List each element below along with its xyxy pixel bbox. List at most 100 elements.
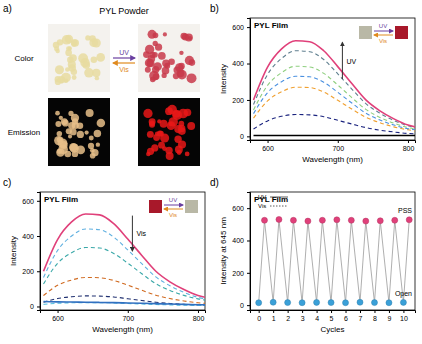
x-tick-label: 3: [301, 315, 305, 322]
arrow-forward: [113, 57, 135, 58]
photo: [48, 98, 110, 166]
plot-frame: [250, 18, 415, 140]
inset-label: UV: [379, 23, 387, 29]
grain: [163, 32, 167, 36]
grain: [145, 67, 151, 73]
cycle-point: [305, 218, 311, 224]
x-tick-label: 1: [272, 315, 276, 322]
grain: [147, 131, 154, 138]
cycle-point: [290, 217, 296, 223]
grain: [162, 73, 167, 78]
inset-swatch: [185, 200, 198, 213]
cycle-point: [256, 300, 262, 306]
y-tick-mark: [37, 201, 40, 202]
inset-swatch: [395, 26, 408, 39]
spectrum-line: [44, 214, 205, 297]
cycle-point: [319, 217, 325, 223]
key-line: [270, 197, 288, 198]
y-tick-label: 600: [232, 205, 244, 212]
trend-arrow: [342, 42, 343, 79]
inset-swatch: [149, 200, 162, 213]
x-tick: 8: [373, 310, 377, 322]
x-tick-mark: [58, 310, 59, 313]
plot-title: PYL Film: [254, 21, 288, 30]
grain: [155, 132, 159, 136]
cycle-point: [371, 300, 377, 306]
x-tick-label: 2: [286, 315, 290, 322]
x-tick-label: 800: [403, 145, 415, 152]
y-tick: 400: [232, 237, 250, 244]
cycle-point: [328, 300, 334, 306]
photo: [138, 24, 200, 92]
y-axis: 0200400600: [232, 193, 250, 311]
x-tick-label: 0: [257, 315, 261, 322]
x-tick-mark: [302, 310, 303, 313]
grain: [88, 143, 94, 149]
trend-arrow: [132, 216, 133, 251]
arrow-label: Vis: [119, 66, 129, 73]
cycle-point: [386, 300, 392, 306]
key-label: Vis: [258, 203, 266, 209]
inset-label: Vis: [379, 38, 387, 44]
grain: [149, 122, 155, 128]
series-label: PSS: [398, 207, 412, 214]
y-tick: 600: [232, 24, 250, 31]
y-tick-label: 600: [22, 198, 34, 205]
y-tick: 400: [22, 233, 40, 240]
grain: [91, 57, 98, 64]
grain: [160, 120, 168, 128]
x-tick-label: 7: [359, 315, 363, 322]
spectrum-line: [44, 296, 205, 305]
x-axis-title: Wavelength (nm): [302, 155, 363, 164]
grain: [147, 148, 154, 155]
x-tick-mark: [288, 310, 289, 313]
x-tick: 800: [193, 310, 205, 322]
grain: [179, 51, 183, 55]
trend-label: Vis: [136, 230, 146, 237]
y-tick: 600: [22, 198, 40, 205]
x-axis: 600 700 800: [41, 310, 206, 322]
grain: [155, 44, 162, 51]
grain: [150, 77, 156, 83]
x-tick-label: 600: [52, 315, 64, 322]
series-label: Open: [395, 290, 412, 298]
y-axis-title: Intensity at 645 nm: [219, 217, 228, 285]
cycle-point: [363, 218, 369, 224]
y-tick-label: 200: [22, 268, 34, 275]
plot-frame: [250, 192, 415, 310]
cycle-point: [270, 299, 276, 305]
panel-label: d): [210, 177, 219, 188]
grain: [71, 69, 77, 75]
y-tick-mark: [247, 27, 250, 28]
grain: [167, 105, 177, 115]
cycle-point: [348, 217, 354, 223]
y-tick-label: 0: [240, 133, 244, 140]
x-tick-label: 5: [330, 315, 334, 322]
y-tick: 0: [240, 302, 250, 309]
grain: [165, 147, 172, 154]
x-axis: 012345678910: [251, 310, 416, 322]
x-tick: 7: [359, 310, 363, 322]
spectrum-line: [44, 277, 205, 303]
powder: [53, 35, 105, 85]
y-tick-label: 0: [30, 303, 34, 310]
inset-swatch: [359, 26, 372, 39]
x-tick-label: 700: [122, 315, 134, 322]
grain: [72, 39, 79, 46]
grain: [55, 65, 64, 74]
cycle-point: [377, 218, 383, 224]
grain: [66, 128, 72, 134]
grain: [72, 75, 77, 80]
inset-label: UV: [169, 197, 177, 203]
grain: [97, 119, 106, 128]
x-tick-mark: [198, 310, 199, 313]
x-tick: 1: [272, 310, 276, 322]
grain: [84, 130, 88, 134]
x-tick-mark: [408, 140, 409, 143]
y-tick: 0: [240, 133, 250, 140]
grain: [57, 131, 62, 136]
x-tick-mark: [403, 310, 404, 313]
y-tick: 600: [232, 205, 250, 212]
grain: [187, 122, 195, 130]
grain: [86, 109, 94, 117]
